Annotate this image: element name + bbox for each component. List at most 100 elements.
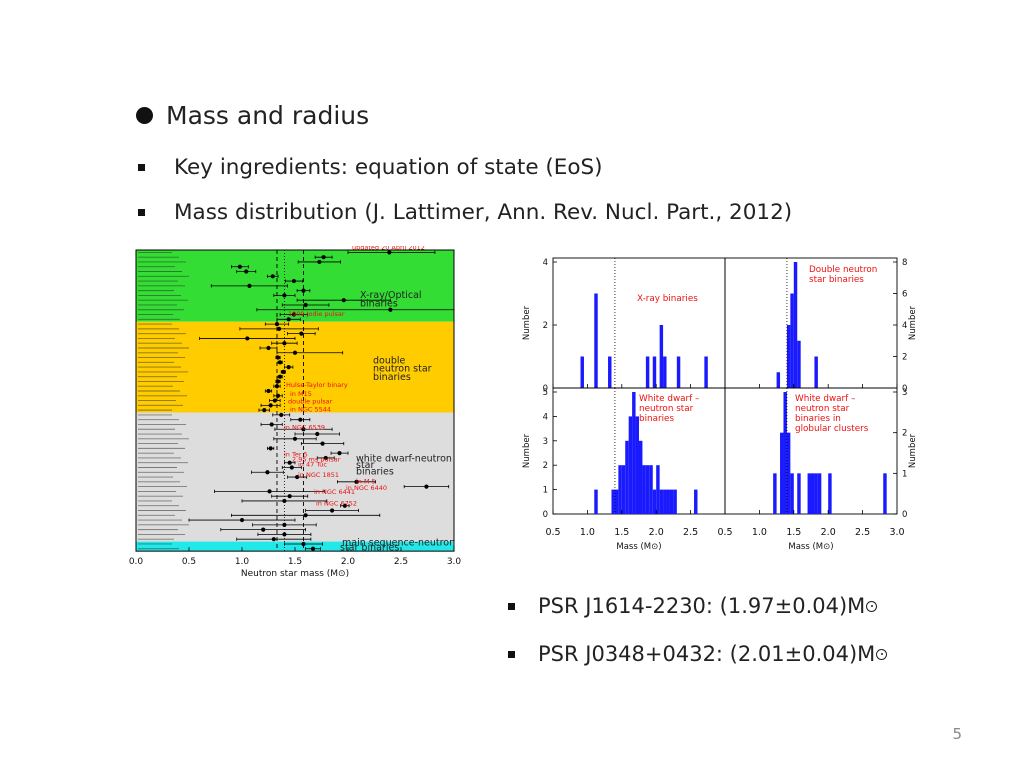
bullet-mass-distribution: Mass distribution (J. Lattimer, Ann. Rev… [138,200,792,225]
mass-point [387,250,392,255]
hist-bar [614,489,619,514]
hist-bar [828,473,832,514]
hist-bar [704,356,708,388]
mass-point [247,283,252,288]
y-tick-label: 5 [543,388,548,398]
hist-bar [776,372,781,388]
mass-point [266,388,271,394]
mass-point [269,422,274,427]
y-tick-label: 2 [902,429,907,439]
hist-bar [618,465,622,514]
mass-point [237,264,242,269]
mass-point [281,369,286,374]
y-tick-label: 0 [902,510,907,520]
hist-bar [811,473,815,514]
mass-point [268,403,273,408]
hist-bar [635,416,639,514]
mass-point [317,259,322,265]
mass-point [282,293,287,298]
x-tick-label: 0.0 [129,557,144,567]
y-axis-label: Number [522,433,532,468]
solar-mass-icon [876,648,888,660]
hist-bar [652,356,657,388]
panel-label: binaries in [795,414,841,424]
hist-bar [783,392,787,514]
mass-point [289,465,294,470]
y-tick-label: 2 [543,321,548,331]
psr-j0348-line: PSR J0348+0432: (2.01±0.04)M [508,642,888,666]
y-tick-label: 8 [902,258,907,268]
x-axis-label: Neutron star mass (M⊙) [241,569,349,579]
mass-point [275,393,281,398]
mass-point [330,508,335,513]
bullet-eos: Key ingredients: equation of state (EoS) [138,155,603,180]
mass-point [265,470,270,475]
hist-bar [676,356,681,388]
mass-point [315,431,320,437]
mass-point [295,474,300,480]
mass-point [262,408,267,413]
x-tick-label: 0.5 [545,527,560,538]
x-tick-label: 0.5 [717,527,732,538]
mass-point [274,321,280,327]
x-tick-label: 2.5 [683,527,698,538]
y-axis-label: Number [908,305,918,340]
mass-point [320,441,325,446]
square-bullet-icon [508,602,515,610]
hist-bar [652,489,657,514]
hist-bar [790,293,794,388]
group-label-dns: double [373,355,406,366]
mass-point [301,288,306,293]
x-axis-label: Mass (M⊙) [616,542,661,552]
mass-point [266,345,271,351]
x-tick-label: 2.5 [394,557,408,567]
hist-bar [580,356,584,388]
hist-bar [673,489,677,514]
mass-point [267,489,272,494]
x-tick-label: 1.5 [786,527,801,538]
x-tick-label: 1.0 [752,527,767,538]
y-tick-label: 0 [543,510,548,520]
hist-bar [814,356,818,388]
mass-point [310,546,316,551]
slide-heading: Mass and radius [166,101,370,130]
mass-point [342,503,347,508]
mass-point [278,374,283,379]
mass-point [270,274,275,279]
hist-bar [659,325,664,388]
mass-point [272,398,277,403]
annotation-label: in NGC 6441 [314,488,355,496]
mass-point [278,360,283,365]
x-tick-label: 2.0 [821,527,836,538]
group-label-wd: white dwarf-neutron [356,454,452,465]
bullet-dot-icon [136,107,153,124]
panel-label: Double neutron [809,265,877,275]
hist-bar [817,473,822,514]
y-tick-label: 0 [543,384,548,394]
hist-bar [780,432,784,514]
panel-label: neutron star [639,404,694,414]
mass-point [239,517,245,523]
panel-label: binaries [639,414,674,424]
hist-bar [786,325,791,388]
x-tick-label: 2.0 [341,557,356,567]
x-tick-label: 3.0 [447,557,462,567]
mass-point [282,532,287,537]
hist-bar [807,473,811,514]
mass-point [337,451,342,456]
hist-bar [621,465,626,514]
panel-label: neutron star [795,404,850,414]
hist-bar [669,489,674,514]
mass-point [424,484,429,489]
x-tick-label: 3.0 [889,527,904,538]
group-label-wd: star [356,460,374,471]
mass-point [287,494,292,499]
bullet-mass-text: Mass distribution (J. Lattimer, Ann. Rev… [174,200,793,225]
top-note: updated 20 April 2012 [352,246,425,252]
band-ms [136,541,454,552]
mass-point [274,384,280,389]
annotation-label: Hulse-Taylor binary [286,381,348,389]
mass-point [282,341,287,346]
y-tick-label: 4 [543,412,548,422]
